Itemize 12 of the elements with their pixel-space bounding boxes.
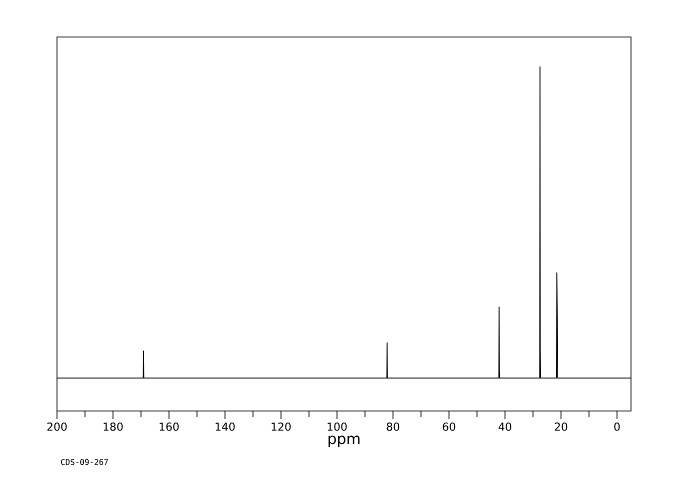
x-tick-label: 40 — [498, 422, 512, 431]
x-tick-label: 100 — [328, 422, 347, 431]
x-tick-label: 0 — [614, 422, 620, 431]
x-tick-label: 140 — [216, 422, 235, 431]
x-tick-label: 60 — [442, 422, 456, 431]
x-tick-label: 80 — [386, 422, 400, 431]
x-tick-label: 20 — [554, 422, 568, 431]
x-tick-label: 120 — [272, 422, 291, 431]
x-axis-title: ppm — [328, 436, 360, 448]
x-tick-label: 180 — [104, 422, 123, 431]
x-tick-label: 160 — [160, 422, 179, 431]
x-tick-label: 200 — [47, 422, 67, 431]
